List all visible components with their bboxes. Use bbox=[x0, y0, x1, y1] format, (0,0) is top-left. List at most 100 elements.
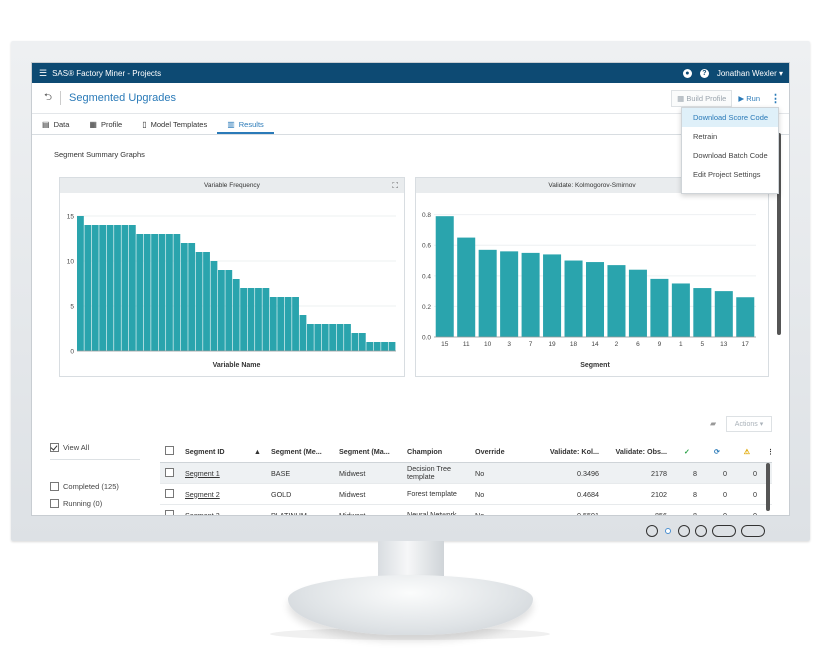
x-axis-label: Variable Name bbox=[213, 362, 261, 369]
run-label: Run bbox=[746, 93, 760, 103]
table-row[interactable]: Segment 3 PLATINUM Midwest Neural Networ… bbox=[160, 504, 772, 516]
segment-me-cell: BASE bbox=[266, 462, 334, 484]
bar bbox=[232, 279, 240, 351]
checkbox-checked[interactable] bbox=[50, 442, 59, 452]
select-all-cell[interactable] bbox=[160, 440, 180, 463]
bar bbox=[99, 225, 107, 351]
bar bbox=[210, 261, 218, 351]
column-header-validate-kol[interactable]: Validate: Kol... bbox=[534, 440, 604, 463]
override-cell: No bbox=[470, 504, 534, 515]
column-header-champion[interactable]: Champion bbox=[402, 440, 470, 463]
panel-header: Validate: Kolmogorov-Smirnov bbox=[416, 178, 768, 193]
table-scrollbar[interactable] bbox=[766, 463, 770, 511]
segment-link[interactable]: Segment 2 bbox=[185, 489, 220, 499]
bar bbox=[284, 297, 292, 351]
bezel-button-icon[interactable] bbox=[695, 525, 707, 537]
column-header-validate-obs[interactable]: Validate: Obs... bbox=[604, 440, 672, 463]
more-options-icon[interactable]: ⋮ bbox=[770, 92, 781, 105]
back-icon[interactable]: ⮌ bbox=[44, 91, 53, 103]
menu-item-download-batch-code[interactable]: Download Batch Code bbox=[693, 151, 768, 160]
x-tick-label: 14 bbox=[591, 341, 599, 348]
bar bbox=[500, 251, 519, 337]
notification-icon[interactable]: ● bbox=[682, 68, 692, 78]
x-tick-label: 5 bbox=[701, 341, 705, 348]
expand-icon[interactable]: ⛶ bbox=[392, 180, 398, 190]
column-header-segment-me[interactable]: Segment (Me... bbox=[266, 440, 334, 463]
column-header-segment-ma[interactable]: Segment (Ma... bbox=[334, 440, 402, 463]
checkbox[interactable] bbox=[165, 509, 174, 515]
bar bbox=[225, 270, 233, 351]
help-icon[interactable]: ? bbox=[699, 68, 709, 78]
bar bbox=[478, 249, 497, 337]
actions-button[interactable]: Actions ▾ bbox=[726, 416, 772, 432]
x-tick-label: 17 bbox=[742, 341, 750, 348]
bar bbox=[255, 288, 262, 351]
column-menu-icon[interactable]: ⋮ bbox=[762, 440, 772, 463]
bar bbox=[344, 324, 351, 351]
bezel-button-icon[interactable] bbox=[678, 525, 690, 537]
bezel-button-icon[interactable] bbox=[712, 525, 736, 537]
checkbox[interactable] bbox=[165, 488, 174, 498]
menu-item-download-score-code[interactable]: Download Score Code bbox=[682, 108, 778, 127]
tab-label: Profile bbox=[100, 120, 123, 129]
filter-label: Completed (125) bbox=[63, 482, 119, 491]
bar bbox=[180, 243, 188, 351]
sync-icon[interactable]: ⟳ bbox=[702, 440, 732, 463]
tab-results[interactable]: ▥ Results bbox=[217, 120, 274, 134]
row-select-cell[interactable] bbox=[160, 504, 180, 515]
filter-completed[interactable]: Completed (125) bbox=[50, 482, 140, 491]
segment-id-cell[interactable]: Segment 2 bbox=[180, 483, 266, 505]
build-profile-label: Build Profile bbox=[686, 93, 727, 103]
bar bbox=[543, 254, 562, 337]
bar bbox=[607, 265, 626, 337]
scrollbar[interactable] bbox=[777, 133, 781, 335]
column-label: Segment ID bbox=[185, 446, 225, 456]
tab-model-templates[interactable]: ▯ Model Templates bbox=[132, 120, 217, 134]
bar bbox=[585, 262, 605, 337]
tab-bar: ▤ Data ▦ Profile ▯ Model Templates ▥ Results bbox=[32, 114, 789, 135]
menu-item-retrain[interactable]: Retrain bbox=[693, 132, 718, 141]
user-menu[interactable]: Jonathan Wexler ▾ bbox=[717, 69, 783, 78]
checkbox[interactable] bbox=[165, 445, 174, 455]
sort-ascending-icon[interactable]: ▲ bbox=[253, 446, 261, 456]
bar bbox=[77, 216, 84, 351]
bar bbox=[114, 225, 121, 351]
screen: ☰ SAS® Factory Miner - Projects ● ? Jona… bbox=[31, 62, 790, 516]
checkbox[interactable] bbox=[50, 499, 59, 508]
segment-link[interactable]: Segment 3 bbox=[185, 510, 220, 516]
bezel-button-icon[interactable] bbox=[646, 525, 658, 537]
row-select-cell[interactable] bbox=[160, 462, 180, 484]
y-tick-label: 0.6 bbox=[422, 243, 431, 250]
segment-me-cell: GOLD bbox=[266, 483, 334, 505]
column-header-segment-id[interactable]: Segment ID ▲ bbox=[180, 440, 266, 463]
table-row[interactable]: Segment 1 BASE Midwest Decision Tree tem… bbox=[160, 462, 772, 484]
segment-id-cell[interactable]: Segment 1 bbox=[180, 462, 266, 484]
bar bbox=[151, 234, 159, 351]
tab-data[interactable]: ▤ Data bbox=[32, 120, 79, 134]
success-icon[interactable]: ✓ bbox=[672, 440, 702, 463]
tab-label: Model Templates bbox=[150, 120, 208, 129]
segment-id-cell[interactable]: Segment 3 bbox=[180, 504, 266, 516]
table-row[interactable]: Segment 2 GOLD Midwest Forest template N… bbox=[160, 483, 772, 505]
checkbox[interactable] bbox=[50, 482, 59, 491]
bezel-button-icon[interactable] bbox=[741, 525, 765, 537]
tab-profile[interactable]: ▦ Profile bbox=[79, 120, 132, 134]
run-button[interactable]: ▶ Run bbox=[732, 91, 766, 106]
column-header-override[interactable]: Override bbox=[470, 440, 534, 463]
segment-link[interactable]: Segment 1 bbox=[185, 468, 220, 478]
kol-cell: 0.5591 bbox=[534, 504, 604, 515]
bar bbox=[299, 315, 307, 351]
bar bbox=[158, 234, 166, 351]
bar bbox=[136, 234, 144, 351]
filter-view-all[interactable]: View All bbox=[50, 441, 140, 460]
filter-running[interactable]: Running (0) bbox=[50, 499, 140, 508]
warning-icon[interactable]: ⚠ bbox=[732, 440, 762, 463]
checkbox[interactable] bbox=[165, 467, 174, 477]
project-header: ⮌ Segmented Upgrades ▦ Build Profile ▶ R… bbox=[32, 83, 789, 114]
folder-icon[interactable]: ▰ bbox=[710, 419, 717, 428]
build-profile-button[interactable]: ▦ Build Profile bbox=[671, 89, 733, 107]
menu-item-edit-project-settings[interactable]: Edit Project Settings bbox=[693, 170, 761, 179]
hamburger-menu-icon[interactable]: ☰ bbox=[39, 67, 48, 78]
row-select-cell[interactable] bbox=[160, 483, 180, 505]
x-tick-label: 7 bbox=[529, 341, 533, 348]
